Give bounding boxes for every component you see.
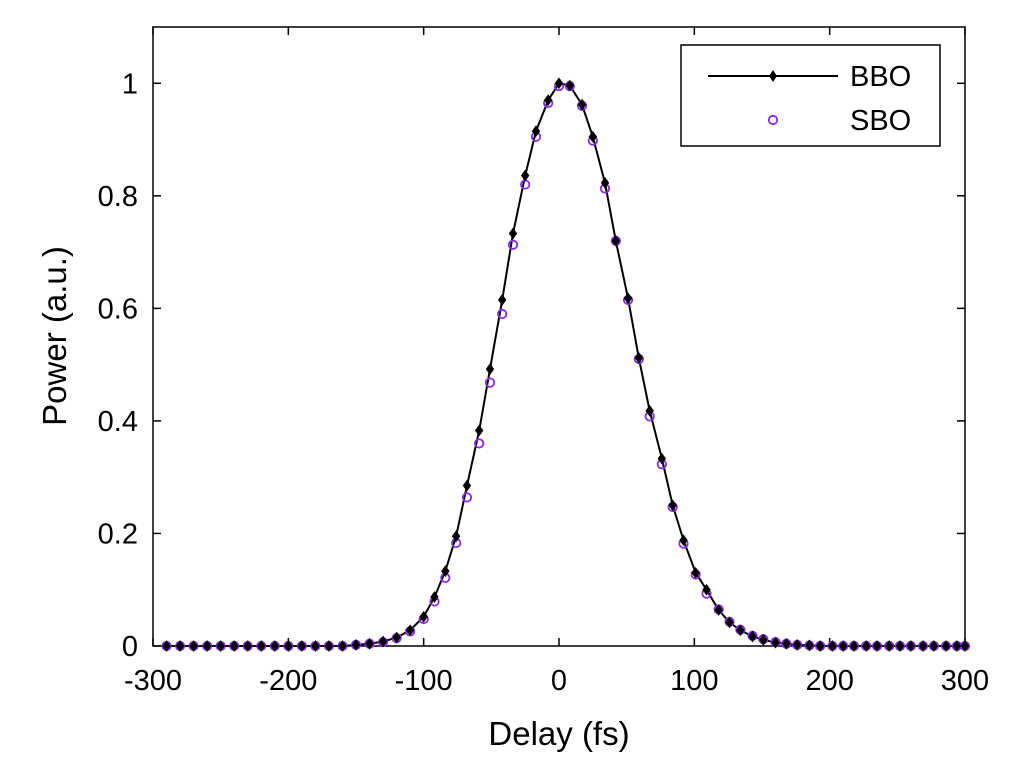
- bbo-point: [565, 79, 575, 92]
- x-axis-title: Delay (fs): [488, 715, 629, 752]
- bbo-point: [960, 640, 970, 652]
- bbo-point: [520, 169, 530, 182]
- bbo-point: [284, 640, 293, 652]
- bbo-point: [554, 77, 564, 90]
- bbo-point: [243, 640, 252, 652]
- y-axis-title: Power (a.u.): [36, 246, 73, 426]
- sbo-point: [461, 492, 473, 503]
- bbo-point: [736, 624, 745, 637]
- axis-tick-labels: -300 -200 -100 0 100 200 300 0 0.2 0.4 0.6 0.8 1: [98, 68, 990, 697]
- bbo-point: [839, 640, 848, 652]
- legend-bbo-label: BBO: [850, 61, 911, 93]
- x-tick-label: -200: [259, 665, 317, 697]
- bbo-point: [906, 640, 916, 652]
- bbo-point: [759, 633, 768, 646]
- bbo-point: [771, 636, 780, 649]
- bbo-point: [175, 640, 185, 652]
- legend-sbo-marker: [767, 114, 779, 126]
- legend-sbo-label: SBO: [850, 105, 911, 137]
- legend: BBO SBO: [680, 44, 941, 147]
- bbo-point: [324, 640, 334, 652]
- bbo-point: [485, 363, 495, 376]
- bbo-point: [162, 640, 171, 652]
- y-tick-label: 0.8: [98, 181, 138, 213]
- bbo-point: [929, 640, 939, 652]
- bbo-point: [543, 94, 553, 107]
- bbo-point: [748, 630, 757, 643]
- bbo-point: [952, 640, 962, 652]
- bbo-point: [311, 640, 320, 652]
- bbo-point: [531, 125, 541, 137]
- sbo-point: [507, 239, 519, 250]
- bbo-point: [805, 639, 814, 652]
- bbo-point: [849, 640, 859, 652]
- axis-ticks: [152, 27, 966, 647]
- bbo-point: [189, 640, 198, 652]
- bbo-point: [725, 616, 734, 629]
- bbo-point: [611, 234, 621, 247]
- bbo-point: [792, 638, 802, 651]
- bbo-point: [782, 637, 791, 650]
- bbo-point: [202, 640, 212, 652]
- bbo-point: [895, 640, 905, 652]
- bbo-point: [600, 176, 610, 189]
- bbo-point: [828, 640, 837, 652]
- bbo-point: [270, 640, 279, 652]
- bbo-point: [257, 640, 266, 652]
- bbo-point: [668, 499, 677, 512]
- bbo-point: [645, 404, 654, 417]
- bbo-point: [405, 624, 415, 637]
- bbo-point: [378, 635, 388, 648]
- bbo-point: [430, 591, 439, 603]
- bbo-point: [702, 583, 711, 596]
- y-tick-label: 1: [122, 68, 138, 100]
- bbo-point: [451, 530, 461, 543]
- x-tick-label: 0: [551, 665, 567, 697]
- x-tick-label: 100: [670, 665, 718, 697]
- x-tick-label: -100: [395, 665, 453, 697]
- bbo-point: [351, 638, 361, 651]
- y-tick-label: 0.6: [98, 293, 138, 325]
- y-tick-label: 0: [122, 631, 138, 663]
- bbo-point: [679, 534, 688, 547]
- bbo-point: [230, 640, 239, 652]
- bbo-point: [497, 294, 507, 306]
- bbo-point: [941, 640, 951, 652]
- bbo-point: [862, 640, 871, 652]
- legend-bbo-marker: [769, 70, 777, 82]
- series-layer: [161, 77, 971, 652]
- bbo-point: [588, 130, 598, 143]
- bbo-point: [365, 637, 374, 650]
- bbo-point: [474, 424, 484, 437]
- bbo-point: [872, 640, 882, 652]
- bbo-point: [419, 610, 428, 623]
- x-tick-label: 200: [805, 665, 853, 697]
- y-tick-label: 0.4: [98, 406, 138, 438]
- x-tick-label: -300: [124, 665, 182, 697]
- bbo-point: [462, 479, 472, 492]
- sbo-point: [484, 377, 496, 388]
- sbo-point: [474, 438, 485, 449]
- bbo-point: [508, 227, 518, 240]
- bbo-point: [623, 292, 633, 305]
- bbo-point: [714, 604, 723, 616]
- bbo-point: [392, 631, 401, 644]
- x-tick-label: 300: [941, 665, 989, 697]
- bbo-point: [338, 640, 347, 652]
- legend-box: [680, 44, 941, 147]
- bbo-point: [441, 565, 450, 578]
- y-tick-label: 0.2: [98, 518, 138, 550]
- bbo-point: [885, 640, 894, 652]
- sbo-point: [497, 308, 508, 320]
- bbo-point: [918, 640, 928, 652]
- bbo-point: [691, 566, 700, 579]
- bbo-point: [297, 640, 307, 652]
- bbo-point: [216, 640, 225, 652]
- bbo-point: [634, 352, 644, 364]
- bbo-point: [657, 452, 667, 465]
- bbo-point: [577, 98, 587, 111]
- bbo-point: [815, 640, 825, 652]
